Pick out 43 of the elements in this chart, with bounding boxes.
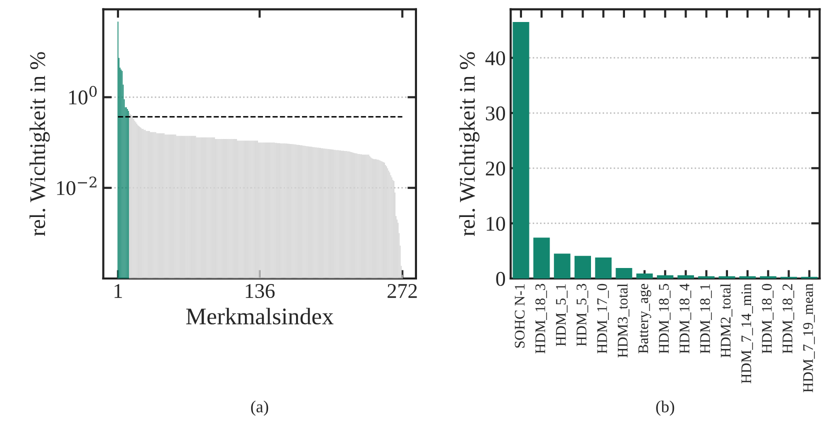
x-tick-label: HDM_7_14_min [741,284,753,384]
x-tick-label: HDM2_total [720,284,732,358]
x-tick-label: HDM_18_3 [535,284,547,354]
bar [554,254,570,279]
bar [698,276,715,279]
text: (a) [251,400,268,416]
x-tick-label: HDM3_total [617,284,630,358]
y-axis-title: rel. Wichtigkeit in % [459,52,480,236]
x-tick-label: SOHC N-1 [514,284,525,348]
bar [656,275,674,279]
y-tick-label: 10$^{0}$ [69,86,97,104]
x-tick-label: 1 [114,284,122,298]
bar [512,22,530,279]
bar [636,274,653,279]
x-tick-label: HDM_18_0 [762,284,774,354]
y-tick-label: 10 [486,216,506,231]
x-tick-label: HDM_5_1 [556,284,568,346]
x-tick-label: 272 [388,284,417,298]
x-axis-title: Merkmalsindex [186,308,334,324]
x-tick-label: HDM_18_1 [700,284,712,354]
bar [760,276,776,279]
x-tick-label: HDM_17_0 [597,284,609,354]
x-tick-label: HDM_18_5 [658,284,671,354]
bar [678,275,694,279]
bar [739,276,756,279]
bar [616,268,632,279]
x-tick-label: HDM_18_2 [782,284,794,354]
y-tick-label: 40 [485,51,506,66]
x-tick-label: HDM_18_4 [680,284,692,354]
bar [574,256,592,279]
bar [533,238,550,279]
x-tick-label: 136 [246,284,275,298]
y-tick-label: 20 [486,162,506,176]
y-tick-label: 10$^{−2}$ [57,176,96,196]
x-tick-label: HDM_5_3 [576,284,588,346]
bar [718,276,736,279]
y-tick-label: 30 [486,106,506,120]
x-tick-label: HDM_7_19_mean [803,284,815,392]
y-axis-title: rel. Wichtigkeit in % [30,52,50,236]
bar [595,258,612,279]
y-tick-label: 0 [496,272,506,286]
x-tick-label: Battery_age [638,284,652,354]
text: (b) [656,400,674,416]
